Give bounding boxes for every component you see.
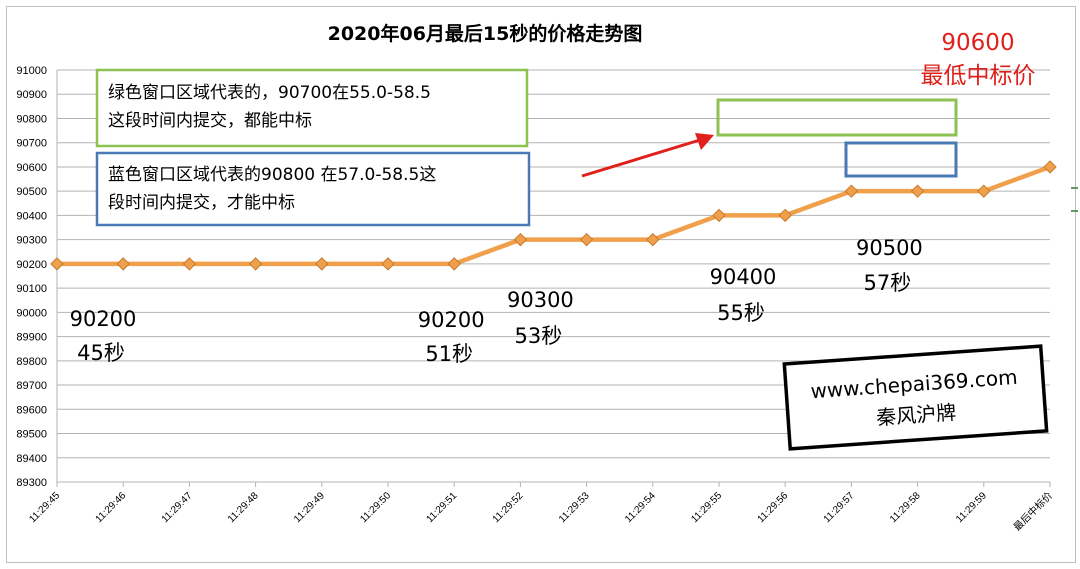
data-point: [513, 232, 528, 247]
data-point: [248, 257, 263, 271]
y-tick-label: 90600: [16, 162, 47, 174]
x-tick-label: 11:29:47: [160, 490, 195, 525]
x-tick-label: 11:29:53: [557, 490, 592, 525]
x-tick-label: 11:29:46: [94, 490, 129, 525]
annotation-time: 51秒: [425, 342, 473, 366]
data-point: [977, 184, 991, 198]
x-tick-label: 11:29:58: [888, 490, 923, 525]
data-point: [910, 184, 925, 198]
x-tick-label: 11:29:52: [491, 490, 526, 525]
x-tick-label: 11:29:51: [425, 490, 460, 525]
blue-window-note: 蓝色窗口区域代表的90800 在57.0-58.5这 段时间内提交，才能中标: [95, 151, 531, 227]
y-tick-label: 90500: [16, 186, 47, 198]
annotation-price: 90200: [70, 307, 137, 331]
x-tick-label: 11:29:59: [954, 490, 989, 525]
lowest-price-label: 最低中标价: [921, 63, 1036, 89]
y-tick-label: 90000: [16, 307, 47, 319]
watermark: www.chepai369.com 秦风沪牌: [782, 344, 1049, 451]
data-point: [447, 257, 461, 271]
data-point: [712, 208, 726, 223]
annotation-price: 90200: [418, 308, 485, 332]
x-axis-ticks: 11:29:45 11:29:46 11:29:47 11:29:48 11:29:49…: [27, 482, 1055, 533]
red-arrow: [581, 133, 714, 178]
series-line: [57, 164, 1051, 267]
green-note-line1: 绿色窗口区域代表的，90700在55.0-58.5: [108, 83, 431, 103]
y-tick-label: 90900: [16, 89, 47, 101]
annotation-time: 45秒: [77, 341, 125, 365]
y-axis-ticks: 89300 89400 89500 89600 89700 89800 89900 90000…: [16, 65, 47, 489]
y-tick-label: 89500: [16, 429, 47, 441]
y-tick-label: 90300: [16, 235, 47, 247]
y-tick-label: 91000: [16, 65, 47, 77]
y-tick-label: 90100: [16, 283, 47, 295]
blue-window: [844, 141, 958, 178]
green-window-note: 绿色窗口区域代表的，90700在55.0-58.5 这段时间内提交，都能中标: [95, 68, 529, 148]
x-tick-label: 11:29:54: [623, 490, 658, 525]
y-tick-label: 90700: [16, 138, 47, 150]
y-tick-label: 89400: [16, 453, 47, 465]
data-point: [381, 257, 395, 271]
watermark-brand: 秦风沪牌: [875, 400, 956, 430]
data-point: [646, 232, 660, 247]
y-tick-label: 89800: [16, 356, 47, 368]
green-note-border: [95, 68, 529, 148]
data-point: [182, 257, 197, 271]
price-series: [50, 160, 1057, 271]
annotation-price: 90500: [856, 236, 923, 260]
lowest-price-value: 90600: [941, 30, 1014, 56]
data-point: [844, 184, 859, 198]
x-tick-label: 11:29:57: [822, 490, 857, 525]
x-tick-label: 11:29:55: [689, 490, 724, 525]
annotation-time: 57秒: [864, 271, 912, 295]
blue-note-border: [95, 151, 531, 227]
y-tick-label: 89700: [16, 380, 47, 392]
data-point: [50, 257, 64, 271]
point-annotations: 90200 45秒 90200 51秒 90300 53秒 90400 55秒 90500 57秒: [70, 236, 923, 366]
annotation-time: 53秒: [515, 324, 563, 348]
data-point: [315, 257, 329, 271]
green-note-line2: 这段时间内提交，都能中标: [108, 111, 312, 131]
annotation-time: 55秒: [717, 301, 765, 325]
y-tick-label: 90200: [16, 259, 47, 271]
green-window: [716, 98, 958, 137]
watermark-border: [782, 344, 1049, 451]
x-tick-label: 11:29:56: [756, 490, 791, 525]
y-tick-label: 89300: [16, 477, 47, 489]
data-point: [579, 232, 594, 247]
y-tick-label: 90800: [16, 113, 47, 125]
y-tick-label: 89600: [16, 404, 47, 416]
blue-note-line2: 段时间内提交，才能中标: [108, 193, 295, 213]
data-point: [1043, 160, 1057, 174]
chart-title: 2020年06月最后15秒的价格走势图: [328, 22, 643, 45]
x-tick-label: 11:29:50: [358, 490, 393, 525]
blue-note-line1: 蓝色窗口区域代表的90800 在57.0-58.5这: [108, 165, 436, 185]
y-tick-label: 89900: [16, 332, 47, 344]
x-tick-label: 11:29:45: [27, 490, 62, 525]
x-tick-label: 11:29:48: [226, 490, 261, 525]
annotation-price: 90400: [710, 265, 777, 289]
x-tick-label: 最后中标价: [1011, 489, 1056, 534]
data-point: [116, 257, 130, 271]
y-tick-label: 90400: [16, 210, 47, 222]
x-tick-label: 11:29:49: [292, 490, 327, 525]
data-point: [778, 208, 792, 223]
annotation-price: 90300: [507, 288, 574, 312]
